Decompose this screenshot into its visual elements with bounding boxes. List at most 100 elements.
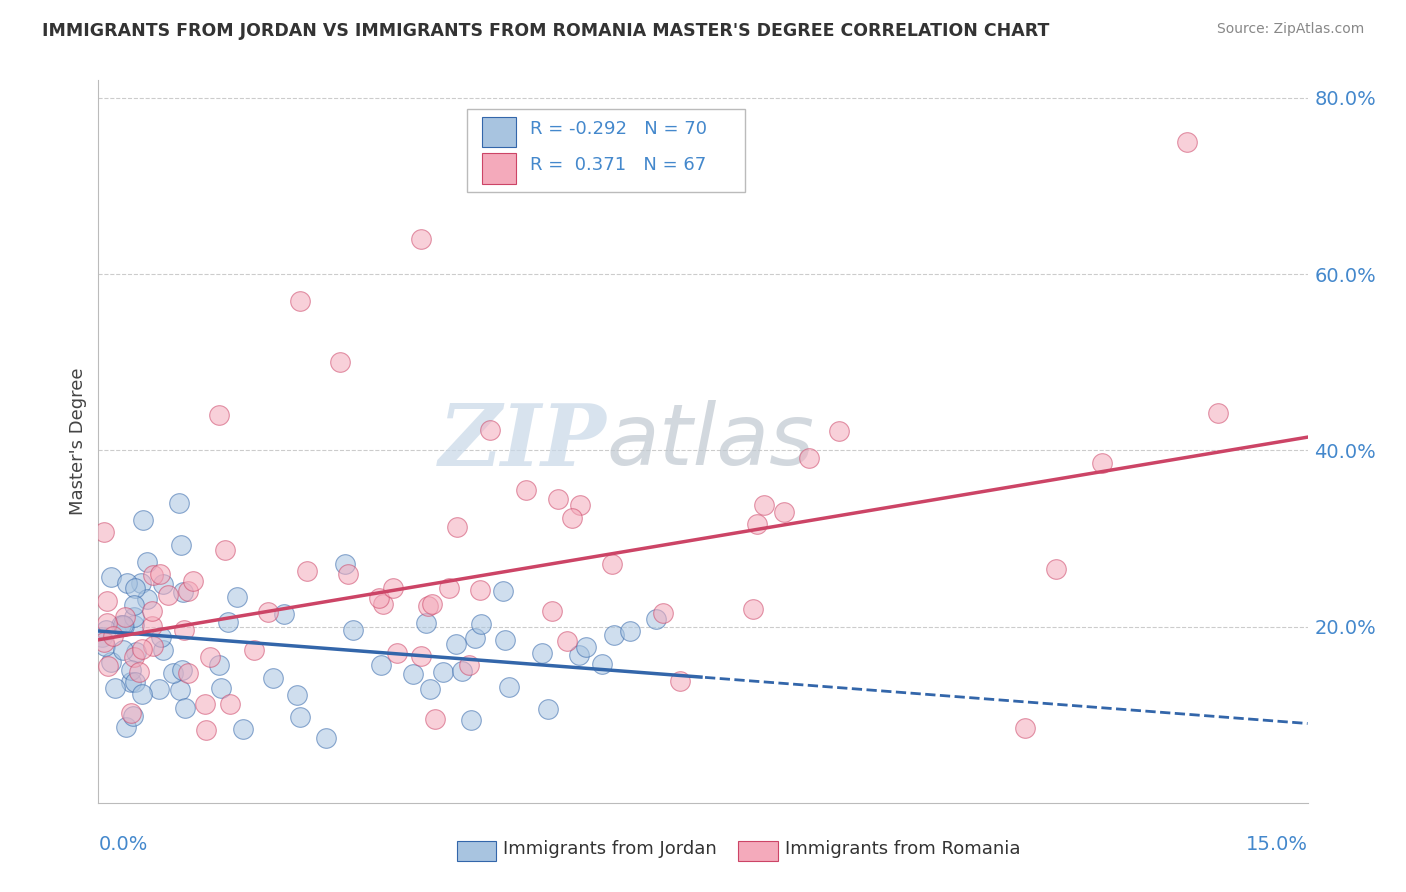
- Point: [226, 590, 249, 604]
- Point: [828, 424, 851, 438]
- Point: [120, 706, 142, 720]
- Point: [368, 591, 391, 605]
- Point: [419, 681, 441, 696]
- Point: [110, 617, 132, 632]
- Point: [460, 713, 482, 727]
- Point: [152, 642, 174, 657]
- Point: [273, 607, 295, 621]
- Point: [173, 623, 195, 637]
- Point: [333, 557, 356, 571]
- Point: [129, 576, 152, 591]
- Point: [752, 498, 775, 512]
- Point: [112, 618, 135, 632]
- FancyBboxPatch shape: [467, 109, 745, 193]
- Point: [170, 663, 193, 677]
- Point: [100, 655, 122, 669]
- Point: [97, 659, 120, 673]
- Point: [401, 666, 423, 681]
- Point: [100, 569, 122, 583]
- Point: [619, 624, 641, 638]
- Text: 0.0%: 0.0%: [98, 835, 148, 855]
- Point: [530, 646, 553, 660]
- Point: [128, 665, 150, 679]
- Text: Immigrants from Romania: Immigrants from Romania: [785, 840, 1019, 858]
- Point: [262, 671, 284, 685]
- Point: [370, 657, 392, 672]
- Y-axis label: Master's Degree: Master's Degree: [69, 368, 87, 516]
- Point: [217, 615, 239, 629]
- Point: [797, 451, 820, 466]
- Point: [208, 408, 231, 422]
- Point: [451, 664, 474, 678]
- Point: [437, 581, 460, 595]
- Point: [415, 616, 437, 631]
- Point: [122, 649, 145, 664]
- Point: [232, 722, 254, 736]
- Point: [141, 604, 163, 618]
- Point: [209, 681, 232, 695]
- Point: [498, 680, 520, 694]
- Point: [150, 630, 173, 644]
- Point: [141, 619, 163, 633]
- Point: [195, 723, 218, 737]
- Text: R = -0.292   N = 70: R = -0.292 N = 70: [530, 120, 707, 138]
- Point: [464, 631, 486, 645]
- Point: [541, 604, 564, 618]
- Point: [162, 666, 184, 681]
- Point: [288, 710, 311, 724]
- Point: [373, 597, 395, 611]
- Point: [177, 584, 200, 599]
- Bar: [482, 153, 516, 184]
- Point: [409, 649, 432, 664]
- Point: [329, 355, 352, 369]
- Point: [114, 609, 136, 624]
- Point: [420, 597, 443, 611]
- Point: [603, 628, 626, 642]
- Point: [651, 607, 673, 621]
- Point: [315, 731, 337, 745]
- Point: [122, 708, 145, 723]
- Point: [132, 513, 155, 527]
- Point: [288, 293, 311, 308]
- Point: [181, 574, 204, 589]
- Point: [295, 564, 318, 578]
- Point: [385, 646, 408, 660]
- Point: [152, 577, 174, 591]
- Point: [537, 702, 560, 716]
- Point: [169, 683, 191, 698]
- Point: [560, 510, 582, 524]
- Point: [256, 605, 278, 619]
- Point: [136, 592, 159, 607]
- Point: [747, 517, 769, 532]
- Point: [219, 697, 242, 711]
- Point: [198, 650, 221, 665]
- Point: [131, 641, 153, 656]
- Point: [122, 610, 145, 624]
- Point: [208, 658, 231, 673]
- Point: [93, 634, 115, 648]
- Point: [149, 567, 172, 582]
- Point: [1091, 456, 1114, 470]
- Point: [93, 524, 115, 539]
- Point: [101, 629, 124, 643]
- Point: [1014, 721, 1036, 735]
- Text: ZIP: ZIP: [439, 400, 606, 483]
- Text: 15.0%: 15.0%: [1246, 835, 1308, 855]
- Point: [470, 617, 492, 632]
- Point: [644, 612, 666, 626]
- Point: [569, 498, 592, 512]
- Point: [148, 681, 170, 696]
- Point: [515, 483, 537, 497]
- Point: [194, 697, 217, 711]
- Point: [575, 640, 598, 655]
- Point: [122, 618, 145, 632]
- Point: [93, 639, 115, 653]
- Point: [342, 623, 364, 637]
- Point: [136, 555, 159, 569]
- Point: [1175, 135, 1198, 149]
- Point: [285, 688, 308, 702]
- Point: [96, 623, 118, 637]
- Point: [114, 720, 136, 734]
- Point: [458, 658, 481, 673]
- Point: [124, 674, 146, 689]
